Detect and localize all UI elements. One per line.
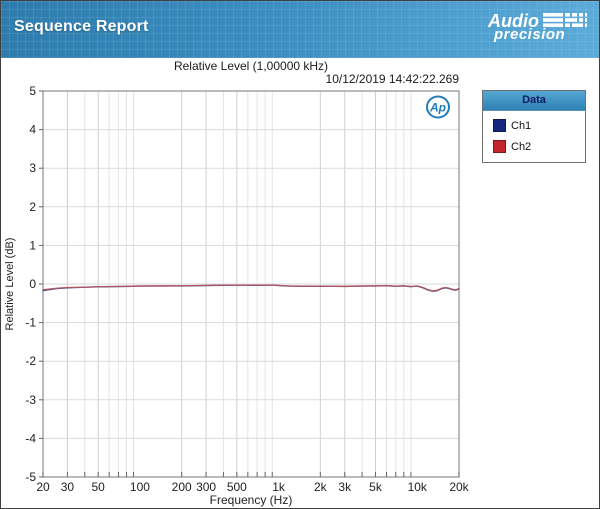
gridlines (42, 91, 460, 477)
report-timestamp: 10/12/2019 14:42:22.269 (325, 72, 459, 86)
y-tick-label: 1 (29, 238, 36, 252)
ch1-color-swatch (493, 119, 506, 132)
y-tick-label: 0 (29, 277, 36, 291)
x-tick-label: 3k (338, 480, 352, 494)
logo-text-precision: precision (494, 26, 566, 43)
y-tick-label: 4 (29, 123, 36, 137)
logo-text-audio: Audio (488, 11, 539, 31)
report-header: Sequence Report Audio precision (1, 1, 599, 58)
y-tick-label: 3 (29, 161, 36, 175)
x-tick-label: 300 (196, 480, 216, 494)
y-axis: -5 -4 -3 -2 -1 0 1 2 3 4 5 Relative Level (dB) (4, 84, 43, 484)
x-tick-label: 100 (130, 480, 150, 494)
audio-precision-logo: Audio precision (488, 12, 587, 42)
ch2-label: Ch2 (511, 140, 532, 153)
legend-items: Ch1 Ch2 (483, 111, 585, 162)
x-tick-label: 2k (314, 480, 328, 494)
y-tick-label: -5 (25, 470, 36, 484)
y-tick-label: -2 (25, 354, 36, 368)
x-tick-label: 10k (408, 480, 428, 494)
chart-canvas: 20 30 50 100 200 300 500 1k 2k 3k 5k 10k 20kFrequenc… (4, 84, 470, 507)
legend-item-ch1: Ch1 (493, 115, 579, 136)
chart-title: Relative Level (1,00000 kHz) (173, 59, 329, 73)
y-axis-title: Relative Level (dB) (4, 238, 16, 331)
ch2-color-swatch (493, 140, 506, 153)
x-tick-label: 500 (227, 480, 247, 494)
x-axis-title: Frequency (Hz) (210, 493, 293, 507)
frequency-response-chart: 20 30 50 100 200 300 500 1k 2k 3k 5k 10k 20k Frequenc… (1, 57, 599, 508)
svg-text:Ap: Ap (429, 101, 446, 115)
ap-watermark-icon: Ap (426, 95, 450, 119)
legend-title: Data (483, 91, 585, 111)
ch1-label: Ch1 (511, 119, 532, 132)
series-line-ch2 (42, 284, 460, 292)
x-tick-label: 5k (369, 480, 383, 494)
x-tick-label: 200 (172, 480, 192, 494)
x-tick-label: 20 (36, 480, 50, 494)
y-tick-label: 2 (29, 200, 36, 214)
x-axis: 20 30 50 100 200 300 500 1k 2k 3k 5k 10k 20k Frequenc… (36, 472, 470, 507)
x-tick-label: 50 (92, 480, 106, 494)
x-tick-label: 30 (61, 480, 75, 494)
logo-bars-icon (543, 13, 587, 27)
y-tick-label: -1 (25, 316, 36, 330)
page-title: Sequence Report (14, 18, 149, 35)
legend-item-ch2: Ch2 (493, 136, 579, 157)
x-tick-label: 1k (272, 480, 286, 494)
x-tick-label: 20k (449, 480, 469, 494)
y-tick-label: -3 (25, 393, 36, 407)
legend-box: Data Ch1 Ch2 (482, 90, 586, 163)
y-tick-label: 5 (29, 84, 36, 98)
y-tick-label: -4 (25, 431, 36, 445)
